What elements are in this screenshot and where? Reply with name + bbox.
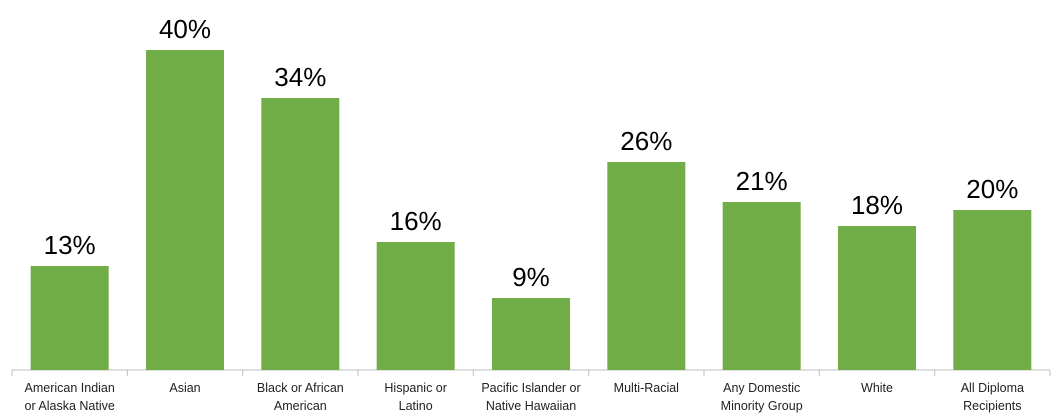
bar-group bbox=[30, 50, 1032, 370]
x-tick-label: Any Domestic bbox=[723, 381, 800, 395]
data-label: 40% bbox=[159, 14, 211, 44]
x-tick-label: All Diploma bbox=[961, 381, 1024, 395]
bar bbox=[607, 162, 686, 370]
bar bbox=[722, 202, 801, 370]
bar bbox=[953, 210, 1032, 370]
data-label: 21% bbox=[736, 166, 788, 196]
x-tick-label: American bbox=[274, 399, 327, 413]
data-label: 20% bbox=[966, 174, 1018, 204]
data-label: 9% bbox=[512, 262, 550, 292]
data-label-group: 13% 40% 34% 16% 9% 26% 21% 18% 20% bbox=[44, 14, 1019, 292]
tick-mark-group bbox=[11, 370, 1051, 376]
x-tick-label: Native Hawaiian bbox=[486, 399, 576, 413]
x-tick-label: American Indian bbox=[25, 381, 115, 395]
x-tick-label: Hispanic or bbox=[384, 381, 447, 395]
data-label: 18% bbox=[851, 190, 903, 220]
category-label-group: American Indian or Alaska Native Asian Blac… bbox=[25, 381, 1024, 413]
data-label: 16% bbox=[390, 206, 442, 236]
x-tick-label: Pacific Islander or bbox=[481, 381, 580, 395]
x-tick-label: Black or African bbox=[257, 381, 344, 395]
bar bbox=[838, 226, 916, 370]
data-label: 34% bbox=[274, 62, 326, 92]
x-tick-label: Asian bbox=[169, 381, 200, 395]
x-tick-label: Latino bbox=[399, 399, 433, 413]
x-tick-label: Minority Group bbox=[721, 399, 803, 413]
data-label: 26% bbox=[620, 126, 672, 156]
x-tick-label: White bbox=[861, 381, 893, 395]
x-tick-label: or Alaska Native bbox=[25, 399, 115, 413]
bar bbox=[492, 298, 570, 370]
bar bbox=[30, 266, 109, 370]
x-tick-label: Multi-Racial bbox=[614, 381, 679, 395]
bar bbox=[376, 242, 455, 370]
bar bbox=[261, 98, 340, 370]
x-tick-label: Recipients bbox=[963, 399, 1021, 413]
data-label: 13% bbox=[44, 230, 96, 260]
bar bbox=[146, 50, 224, 370]
